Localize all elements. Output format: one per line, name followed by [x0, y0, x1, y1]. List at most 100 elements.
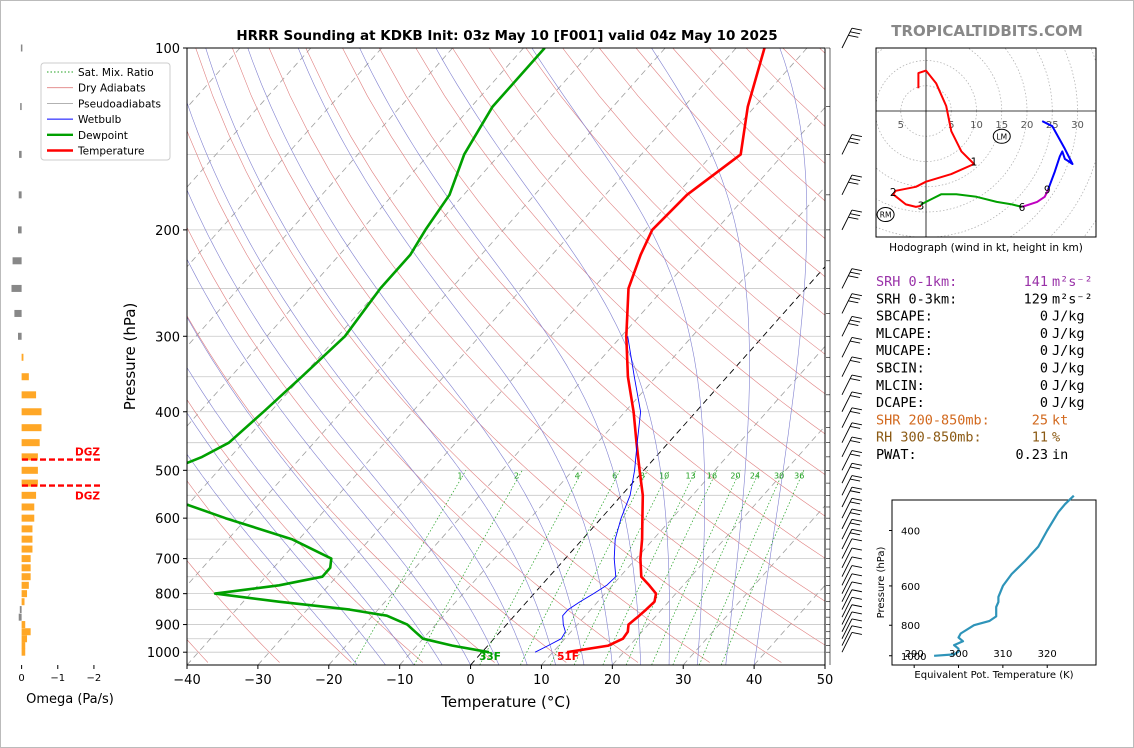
wind-barb: [841, 407, 862, 428]
omega-bar: [20, 44, 23, 52]
x-tick-label: −10: [386, 673, 413, 688]
hodo-height-label: 2: [890, 187, 897, 199]
x-tick-label: 50: [817, 673, 834, 688]
barb-flag: [850, 178, 861, 182]
mix-ratio-line: [352, 470, 467, 665]
omega-bar: [21, 503, 35, 511]
barb-flag: [850, 478, 861, 482]
x-tick-label: −30: [244, 673, 271, 688]
barb-flag: [850, 532, 861, 536]
barb-flag: [851, 573, 862, 577]
x-tick-label: 10: [533, 673, 550, 688]
legend-label: Dewpoint: [78, 130, 128, 142]
barb-flag: [851, 604, 862, 608]
omega-bar: [21, 598, 25, 606]
barb-flag: [851, 27, 862, 31]
hodo-ring-label: 30: [1071, 120, 1084, 131]
omega-bar: [21, 439, 40, 447]
barb-flag: [851, 407, 862, 411]
hodo-height-label: 3: [918, 200, 925, 212]
hodograph-plot-area: [875, 47, 1097, 238]
barb-staff: [841, 356, 853, 377]
theta-e-y-tick-label: 400: [901, 527, 920, 538]
mix-ratio-line: [651, 470, 741, 665]
pseudoadiabat: [651, 48, 750, 665]
barb-staff: [841, 293, 853, 314]
wind-barb: [841, 518, 862, 540]
barb-flag: [851, 316, 862, 319]
omega-bar: [21, 564, 31, 572]
y-tick-label: 700: [155, 553, 180, 568]
stat-label: PWAT:: [876, 447, 917, 463]
wetbulb-line: [534, 336, 642, 653]
omega-bar: [21, 581, 29, 589]
pseudoadiabat: [187, 367, 415, 665]
barb-flag: [850, 466, 861, 470]
barb-flag: [851, 209, 862, 213]
y-tick-label: 400: [155, 406, 180, 421]
mix-ratio-line: [698, 470, 785, 665]
chart-title: HRRR Sounding at KDKB Init: 03z May 10 […: [236, 28, 777, 44]
omega-bar: [21, 514, 35, 522]
wind-barb: [841, 589, 862, 610]
barb-flag: [851, 356, 862, 360]
mix-ratio-line: [625, 470, 718, 665]
barb-flag: [850, 453, 861, 457]
barb-flag: [851, 436, 862, 440]
stat-unit: J/kg: [1052, 361, 1085, 377]
stat-label: SRH 0-3km:: [876, 291, 957, 307]
barb-flag: [851, 450, 862, 453]
legend-label: Dry Adiabats: [78, 83, 146, 95]
barb-flag: [851, 475, 862, 478]
isotherm: [328, 106, 825, 665]
wind-barb: [841, 134, 862, 155]
isotherm: [257, 48, 808, 665]
barb-flag: [850, 360, 861, 363]
hodo-caption: Hodograph (wind in kt, height in km): [889, 242, 1083, 254]
barb-staff: [841, 268, 853, 289]
barb-flag: [850, 512, 861, 516]
barb-staff: [841, 27, 853, 49]
barb-flag: [851, 611, 862, 615]
barb-staff: [841, 581, 853, 602]
stat-unit: J/kg: [1052, 309, 1085, 325]
hodo-ring-label: 5: [898, 120, 904, 131]
stat-unit: m²s⁻²: [1052, 291, 1093, 307]
omega-bar: [21, 545, 33, 553]
barb-flag: [851, 518, 862, 522]
barb-flag: [850, 340, 861, 344]
legend-label: Sat. Mix. Ratio: [78, 67, 154, 79]
mix-ratio-line: [602, 470, 697, 665]
omega-x-tick-label: 0: [18, 673, 24, 684]
isotherm: [187, 48, 666, 586]
stat-value: 0: [1040, 395, 1048, 411]
legend-label: Temperature: [77, 146, 145, 158]
dry-adiabat: [187, 480, 352, 663]
barb-flag: [848, 216, 859, 220]
hodo-ring-label: 20: [1021, 120, 1034, 131]
pseudoadiabat: [297, 48, 613, 665]
omega-bar: [21, 635, 28, 643]
omega-bar: [21, 391, 37, 399]
barb-staff: [841, 597, 853, 618]
dry-adiabat: [525, 48, 825, 355]
stat-unit: J/kg: [1052, 326, 1085, 342]
omega-bar: [14, 309, 22, 317]
dry-adiabat: [562, 48, 825, 316]
x-tick-label: 30: [675, 673, 692, 688]
isotherm: [682, 505, 825, 665]
stat-value: 0: [1040, 343, 1048, 359]
wind-barb: [841, 450, 862, 471]
stat-label: MLCIN:: [876, 378, 925, 394]
legend-label: Wetbulb: [78, 114, 122, 126]
wind-barb: [841, 538, 862, 559]
barb-flag: [850, 425, 861, 429]
omega-bar: [21, 424, 42, 432]
wind-barb: [841, 611, 862, 632]
x-tick-label: 0: [466, 673, 474, 688]
y-axis-label: Pressure (hPa): [121, 303, 139, 411]
omega-chart: DGZ DGZ 0 −1 −2 Omega (Pa/s): [11, 44, 114, 707]
wind-barb: [841, 27, 862, 49]
barb-flag: [850, 378, 861, 382]
